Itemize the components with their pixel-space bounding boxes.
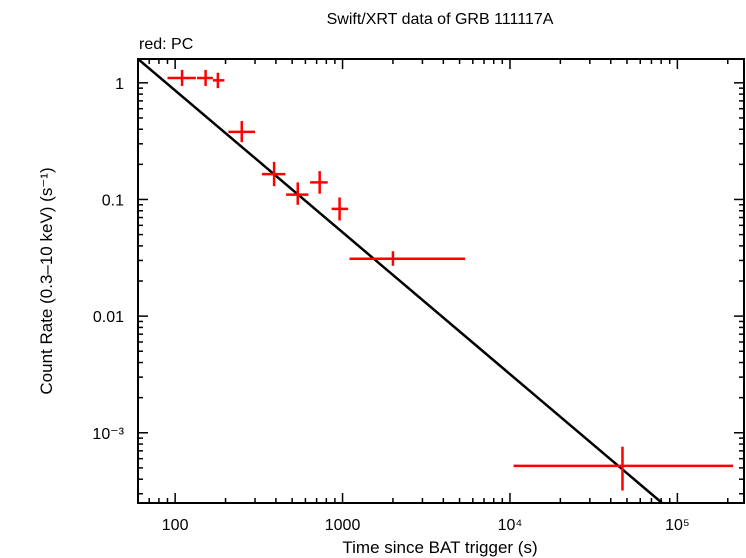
tick-labels: 100 1000 10⁴ 10⁵ 1 0.1 0.01 10⁻³ [92, 76, 689, 534]
chart-title: Swift/XRT data of GRB 111117A [327, 11, 554, 28]
axis-ticks [137, 59, 744, 503]
x-axis-label: Time since BAT trigger (s) [342, 538, 537, 557]
x-tick-label: 10⁵ [665, 517, 689, 534]
data-point [286, 182, 309, 205]
data-point [167, 69, 196, 86]
y-axis-label: Count Rate (0.3–10 keV) (s⁻¹) [37, 167, 56, 394]
fit-line-group [138, 59, 663, 503]
data-point [212, 72, 225, 89]
data-point [261, 161, 286, 187]
plot-frame [137, 58, 745, 504]
y-tick-label: 10⁻³ [92, 426, 124, 443]
data-point [196, 69, 213, 86]
y-tick-label: 0.01 [93, 309, 124, 326]
data-point [331, 197, 349, 221]
y-tick-label: 1 [115, 76, 124, 93]
y-tick-label: 0.1 [102, 192, 124, 209]
x-tick-label: 1000 [325, 517, 361, 534]
x-tick-label: 100 [162, 517, 189, 534]
fit-line [138, 59, 663, 503]
data-point [228, 121, 256, 143]
chart-subtitle: red: PC [139, 36, 193, 53]
data-points [167, 69, 734, 491]
data-point [349, 251, 466, 266]
data-point [513, 446, 734, 491]
data-point [310, 171, 328, 194]
x-tick-label: 10⁴ [498, 517, 523, 534]
